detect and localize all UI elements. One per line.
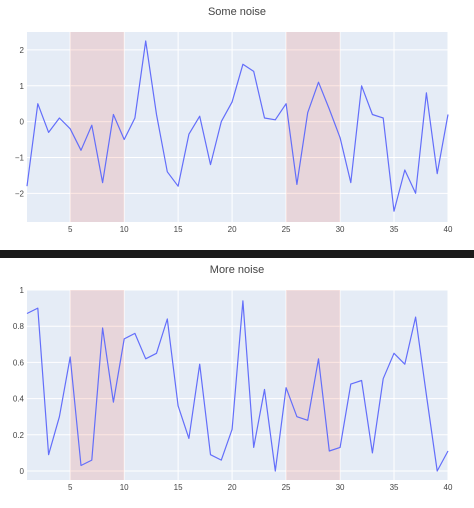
y-tick-label: −1 (15, 153, 25, 162)
x-tick-label: 15 (174, 225, 183, 234)
x-tick-label: 5 (68, 225, 73, 234)
x-tick-label: 25 (282, 225, 291, 234)
highlight-band (70, 32, 125, 222)
chart-title: More noise (210, 264, 264, 276)
series-line (26, 300, 449, 472)
y-tick-label: 2 (20, 46, 25, 55)
x-tick-label: 10 (120, 225, 129, 234)
series-line (26, 40, 449, 212)
x-tick-label: 5 (68, 483, 73, 492)
x-tick-label: 15 (174, 483, 183, 492)
y-tick-label: −2 (15, 189, 25, 198)
x-tick-label: 20 (228, 483, 237, 492)
chart-some-noise: Some noise 5 10 15 20 25 30 35 40 −2 −1 0 1 2 (15, 6, 453, 234)
y-tick-label: 0 (20, 467, 25, 476)
y-tick-label: 0 (20, 118, 25, 127)
x-tick-label: 30 (336, 483, 345, 492)
x-tick-label: 40 (444, 225, 453, 234)
y-tick-label: 0.6 (13, 358, 25, 367)
y-tick-label: 1 (20, 286, 25, 295)
x-tick-label: 35 (390, 225, 399, 234)
x-tick-label: 25 (282, 483, 291, 492)
chart-more-noise: More noise 5 10 15 20 25 30 35 40 0 0.2 0.4 0.6 0.8 1 (13, 264, 453, 492)
x-tick-label: 40 (444, 483, 453, 492)
plot-area (27, 290, 448, 480)
chart-title: Some noise (208, 6, 266, 18)
y-tick-label: 1 (20, 82, 25, 91)
highlight-band (286, 32, 341, 222)
panel-divider (0, 250, 474, 258)
x-tick-label: 10 (120, 483, 129, 492)
y-tick-label: 0.2 (13, 431, 25, 440)
y-tick-label: 0.4 (13, 395, 25, 404)
plot-area (27, 32, 448, 222)
y-tick-label: 0.8 (13, 322, 25, 331)
x-tick-label: 20 (228, 225, 237, 234)
chart-panel-some-noise: Some noise 5 10 15 20 25 30 35 40 −2 −1 0 1 2 (0, 0, 474, 250)
x-tick-label: 30 (336, 225, 345, 234)
x-tick-label: 35 (390, 483, 399, 492)
chart-panel-more-noise: More noise 5 10 15 20 25 30 35 40 0 0.2 0.4 0.6 0.8 1 (0, 258, 474, 508)
highlight-band (286, 290, 341, 480)
